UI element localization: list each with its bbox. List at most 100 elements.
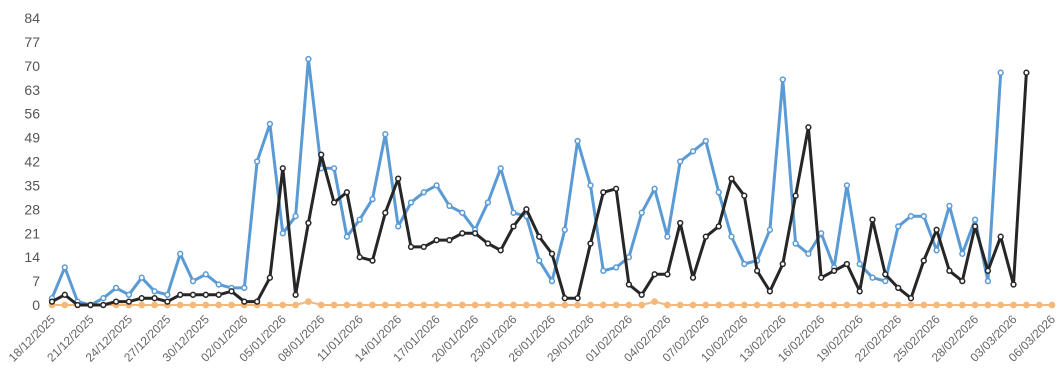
data-point: [407, 199, 415, 206]
data-point: [394, 301, 402, 309]
data-point: [356, 216, 363, 223]
data-point: [741, 260, 748, 268]
data-point: [907, 295, 915, 302]
y-tick-label: 56: [24, 106, 40, 122]
data-point: [484, 199, 492, 206]
data-point: [1048, 301, 1056, 309]
data-point: [856, 260, 863, 268]
data-point: [881, 301, 889, 309]
data-point: [574, 301, 581, 309]
data-point: [253, 298, 261, 305]
data-point: [664, 301, 671, 309]
data-point: [869, 274, 876, 281]
y-tick-label: 49: [24, 130, 40, 146]
data-point: [625, 281, 633, 288]
data-point: [61, 301, 69, 309]
data-point: [446, 202, 453, 210]
data-point: [356, 301, 364, 309]
data-point: [587, 182, 594, 189]
data-point: [920, 257, 927, 264]
data-point: [856, 301, 864, 309]
data-point: [484, 240, 492, 247]
data-point: [317, 301, 325, 309]
data-point: [279, 165, 286, 172]
data-point: [138, 295, 145, 302]
data-point: [189, 291, 197, 298]
data-point: [818, 274, 825, 281]
data-point: [638, 209, 645, 216]
data-point: [48, 298, 56, 305]
data-point: [369, 257, 376, 264]
data-point: [420, 189, 427, 196]
data-point: [369, 301, 376, 309]
data-point: [343, 301, 351, 309]
data-point: [933, 247, 940, 254]
data-point: [664, 271, 671, 278]
data-point: [433, 301, 440, 309]
data-point: [792, 192, 799, 199]
data-point: [625, 254, 633, 261]
y-axis: 0 7 14 21 28 35 42 49 56 63 70 77 84: [24, 10, 40, 313]
data-point: [215, 301, 223, 309]
data-point: [100, 301, 107, 309]
data-point: [997, 233, 1004, 240]
data-point: [894, 301, 902, 309]
data-point: [215, 281, 222, 288]
data-point: [882, 277, 889, 285]
data-point: [395, 223, 402, 230]
y-tick-label: 7: [32, 273, 40, 289]
data-point: [395, 175, 402, 182]
data-point: [138, 274, 145, 281]
data-point: [869, 301, 876, 309]
data-point: [728, 175, 735, 182]
data-point: [638, 291, 645, 298]
data-point: [330, 199, 338, 206]
data-point: [830, 267, 838, 274]
data-point: [587, 240, 594, 247]
data-point: [612, 185, 620, 192]
data-point: [61, 291, 68, 298]
data-point: [535, 301, 543, 309]
data-point: [971, 301, 979, 309]
data-point: [817, 301, 825, 309]
y-tick-label: 63: [24, 82, 40, 98]
data-point: [728, 233, 735, 240]
data-point: [689, 274, 697, 281]
data-point: [266, 274, 274, 281]
data-point: [177, 291, 184, 298]
y-tick-label: 21: [24, 225, 40, 241]
data-point: [984, 301, 992, 309]
data-point: [895, 223, 902, 230]
data-point: [420, 301, 428, 309]
data-point: [381, 301, 389, 309]
data-point: [497, 165, 504, 172]
data-point: [946, 202, 953, 210]
data-point: [279, 301, 287, 309]
data-point: [164, 291, 171, 298]
data-point: [920, 213, 927, 220]
data-point: [100, 295, 107, 302]
data-point: [638, 301, 646, 309]
data-point: [176, 301, 184, 309]
data-point: [189, 277, 197, 285]
data-point: [882, 271, 889, 278]
data-point: [510, 301, 517, 309]
data-point: [1035, 301, 1043, 309]
data-point: [959, 277, 966, 285]
data-point: [895, 284, 902, 292]
data-point: [600, 189, 607, 196]
data-point: [292, 213, 299, 220]
data-point: [997, 301, 1005, 309]
data-point: [369, 195, 376, 203]
data-point: [753, 267, 761, 274]
data-point: [920, 301, 928, 309]
data-point: [228, 288, 235, 295]
data-point: [420, 243, 427, 251]
data-point: [343, 189, 351, 196]
data-point: [151, 301, 158, 309]
data-point: [779, 260, 786, 268]
data-point: [715, 189, 722, 196]
data-point: [600, 267, 607, 274]
data-point: [984, 277, 992, 285]
data-point: [843, 301, 851, 309]
